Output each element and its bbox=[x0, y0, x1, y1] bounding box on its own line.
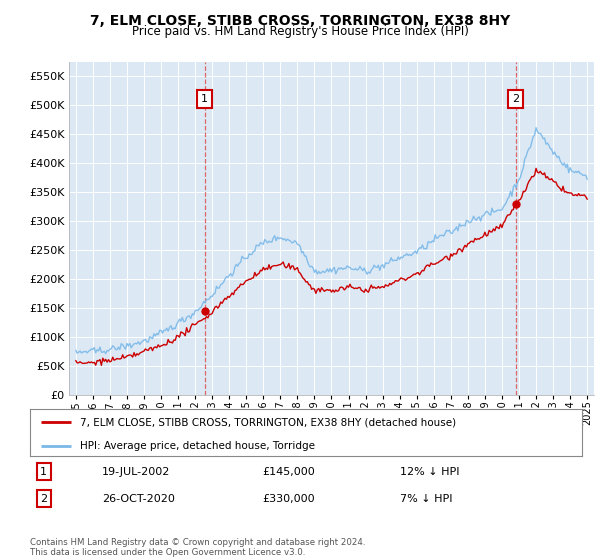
Text: £145,000: £145,000 bbox=[262, 467, 314, 477]
Text: 1: 1 bbox=[201, 94, 208, 104]
Text: 7, ELM CLOSE, STIBB CROSS, TORRINGTON, EX38 8HY: 7, ELM CLOSE, STIBB CROSS, TORRINGTON, E… bbox=[90, 14, 510, 28]
Text: Price paid vs. HM Land Registry's House Price Index (HPI): Price paid vs. HM Land Registry's House … bbox=[131, 25, 469, 38]
Text: 1: 1 bbox=[40, 467, 47, 477]
Text: 12% ↓ HPI: 12% ↓ HPI bbox=[400, 467, 460, 477]
Text: HPI: Average price, detached house, Torridge: HPI: Average price, detached house, Torr… bbox=[80, 441, 314, 451]
Text: 26-OCT-2020: 26-OCT-2020 bbox=[102, 493, 175, 503]
Text: 7, ELM CLOSE, STIBB CROSS, TORRINGTON, EX38 8HY (detached house): 7, ELM CLOSE, STIBB CROSS, TORRINGTON, E… bbox=[80, 417, 456, 427]
Text: Contains HM Land Registry data © Crown copyright and database right 2024.
This d: Contains HM Land Registry data © Crown c… bbox=[30, 538, 365, 557]
Text: £330,000: £330,000 bbox=[262, 493, 314, 503]
Text: 19-JUL-2002: 19-JUL-2002 bbox=[102, 467, 170, 477]
Text: 7% ↓ HPI: 7% ↓ HPI bbox=[400, 493, 452, 503]
Text: 2: 2 bbox=[40, 493, 47, 503]
Text: 2: 2 bbox=[512, 94, 520, 104]
